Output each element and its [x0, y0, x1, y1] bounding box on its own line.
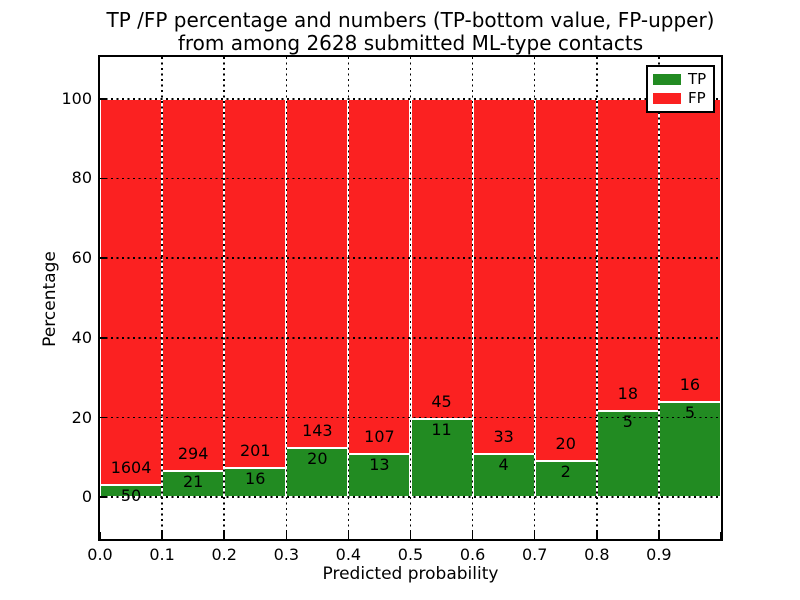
legend-row-tp: TP	[653, 72, 708, 87]
y-tick-label: 40	[71, 327, 92, 347]
x-tick-label: 0.4	[335, 545, 362, 564]
y-tick-mark	[100, 98, 107, 100]
fp-bar	[286, 98, 349, 449]
tp-count-label: 21	[182, 471, 204, 491]
fp-count-label: 201	[239, 440, 271, 460]
horizontal-gridline	[100, 177, 721, 180]
tp-bar	[286, 448, 349, 498]
tp-count-label: 5	[622, 411, 633, 431]
tp-count-label: 5	[684, 403, 696, 423]
tp-bar	[162, 470, 225, 498]
x-tick-label: 0.1	[149, 545, 175, 564]
x-axis-label: Predicted probability	[322, 564, 499, 584]
vertical-gridline	[223, 57, 225, 539]
fp-legend-swatch-icon	[653, 93, 681, 104]
tp-count-label: 20	[307, 449, 328, 469]
fp-bar	[534, 98, 597, 461]
x-tick-label: 0.2	[211, 545, 237, 564]
vertical-gridline	[658, 57, 660, 539]
fp-bar	[348, 98, 411, 455]
y-tick-mark	[100, 337, 107, 339]
fp-legend-label: FP	[688, 89, 706, 107]
horizontal-gridline	[100, 496, 721, 498]
x-tick-label: 0.0	[87, 545, 113, 564]
y-tick-mark	[100, 257, 107, 259]
x-tick-mark	[658, 532, 660, 539]
fp-count-label: 107	[364, 427, 395, 447]
tp-count-label: 50	[120, 486, 142, 506]
fp-count-label: 45	[431, 391, 452, 411]
x-tick-label: 0.5	[397, 545, 424, 564]
y-tick-label: 60	[71, 248, 92, 268]
tp-count-label: 2	[560, 461, 571, 481]
tp-count-label: 13	[369, 455, 390, 475]
fp-bar	[100, 98, 163, 486]
tp-count-label: 16	[245, 468, 266, 488]
vertical-gridline	[161, 57, 163, 539]
tp-bar	[596, 410, 659, 498]
x-tick-mark	[533, 532, 536, 539]
fp-count-label: 143	[302, 421, 333, 441]
y-tick-label: 20	[71, 407, 92, 427]
vertical-gridline	[285, 57, 288, 539]
fp-bar	[596, 98, 659, 411]
x-tick-mark	[720, 532, 722, 539]
vertical-gridline	[596, 57, 598, 539]
fp-count-label: 18	[617, 383, 639, 403]
horizontal-gridline	[100, 416, 721, 419]
horizontal-gridline	[100, 337, 721, 339]
y-tick-mark	[100, 177, 107, 180]
fp-count-label: 16	[679, 375, 701, 395]
y-tick-label: 0	[81, 487, 92, 507]
fp-bar	[162, 98, 225, 471]
x-tick-mark	[596, 532, 598, 539]
x-tick-label: 0.6	[459, 545, 486, 564]
x-tick-mark	[285, 532, 288, 539]
vertical-gridline	[347, 57, 350, 539]
fp-count-label: 33	[493, 427, 514, 447]
vertical-gridline	[409, 57, 412, 539]
x-tick-label: 0.8	[584, 545, 610, 564]
tp-count-label: 4	[498, 455, 509, 475]
tp-bar	[472, 454, 535, 498]
fp-count-label: 1604	[110, 458, 152, 478]
y-tick-label: 80	[71, 168, 92, 188]
tp-legend-label: TP	[688, 70, 707, 88]
y-tick-mark	[100, 496, 107, 498]
chart-title-line-2: from among 2628 submitted ML-type contac…	[177, 31, 644, 55]
tp-legend-swatch-icon	[653, 74, 681, 85]
legend-row-fp: FP	[653, 91, 708, 106]
x-tick-label: 0.7	[521, 545, 548, 564]
x-tick-mark	[409, 532, 412, 539]
fp-bar	[224, 98, 287, 468]
y-tick-mark	[100, 416, 107, 419]
x-tick-mark	[471, 532, 474, 539]
horizontal-gridline	[100, 98, 721, 100]
plot-area: 1604 50 294 21 201 16 143 20 107 13 45 11 33 4 20 2 18 5 1…	[99, 57, 722, 539]
x-tick-mark	[99, 532, 101, 539]
x-tick-label: 0.3	[273, 545, 300, 564]
fp-count-label: 20	[555, 433, 576, 453]
horizontal-gridline	[100, 257, 721, 259]
x-tick-mark	[223, 532, 225, 539]
fp-count-label: 294	[177, 443, 209, 463]
fp-bar	[472, 98, 535, 455]
vertical-gridline	[533, 57, 536, 539]
legend: TP FP	[646, 65, 715, 113]
x-tick-label: 0.9	[646, 545, 672, 564]
vertical-gridline	[471, 57, 474, 539]
chart-title-line-1: TP /FP percentage and numbers (TP-bottom…	[106, 8, 715, 32]
x-tick-mark	[347, 532, 350, 539]
x-tick-mark	[161, 532, 163, 539]
fp-bar	[658, 98, 721, 403]
tp-count-label: 11	[431, 419, 452, 439]
y-tick-label: 100	[61, 88, 92, 108]
